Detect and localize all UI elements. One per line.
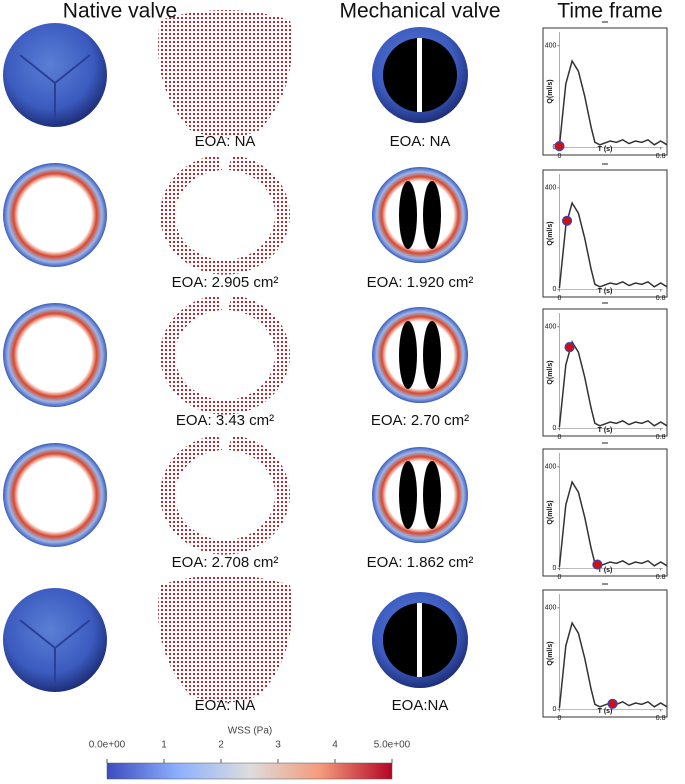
time-marker [607,698,618,709]
vector-field [159,295,290,415]
y-tick-label: 0 [553,286,557,293]
x-tick-label: 0.8 [656,434,666,441]
leaflet [423,461,441,529]
flow-curve [558,59,668,147]
y-tick-label: 400 [545,43,557,50]
eoa-label: EOA: 3.43 cm² [176,412,274,429]
eoa-label: EOA: 1.862 cm² [367,554,474,571]
valve-render [372,447,468,543]
valve-bar [417,38,422,112]
leaflet-line [19,54,91,120]
time-marker [554,141,565,152]
vector-field [158,575,292,703]
column-header: Time frame [557,0,662,23]
eoa-label: EOA: NA [195,133,256,150]
eoa-label: EOA:NA [392,697,449,714]
valve-render [3,23,107,127]
eoa-label: EOA: 2.70 cm² [371,412,469,429]
y-axis-label: Q(ml/s) [547,221,554,245]
time-marker [561,215,573,226]
y-axis-label: Q(ml/s) [547,360,554,384]
vector-field [158,10,292,138]
colorbar-tick-label: 4 [332,740,338,751]
y-tick-label: 0 [553,706,557,713]
valve-render [3,303,107,407]
x-tick-label: 0 [557,574,561,581]
y-axis-label: Q(ml/s) [547,79,554,103]
valve-render [3,163,107,267]
y-tick-label: 0 [553,144,557,151]
x-tick-label: 0.8 [656,574,666,581]
x-tick-label: 0.8 [656,715,666,722]
eoa-label: EOA: 1.920 cm² [367,274,474,291]
flow-curve [558,201,668,289]
x-axis-label: T (s) [598,427,613,434]
colorbar-tick-label: 2 [218,740,224,751]
x-tick-label: 0.8 [656,295,666,302]
flow-curve [558,340,668,428]
x-tick-label: 0 [557,153,561,160]
x-tick-label: 0.8 [656,153,666,160]
plot-frame [542,448,668,577]
y-tick-label: 400 [545,605,557,612]
leaflet [423,321,441,389]
valve-render [3,588,107,692]
eoa-label: EOA: NA [195,697,256,714]
plot-frame [542,589,668,718]
time-marker [564,342,575,353]
eoa-label: EOA: 2.905 cm² [172,274,279,291]
vector-field [159,435,290,555]
leaflet [399,461,417,529]
y-axis-label: Q(ml/s) [547,641,554,665]
y-tick-label: 400 [545,464,557,471]
vector-field [159,155,290,275]
y-axis-label: Q(ml/s) [547,500,554,524]
valve-render [372,167,468,263]
plot-frame [542,308,668,437]
leaflet [423,181,441,249]
x-tick-label: 0 [557,295,561,302]
eoa-label: EOA: NA [390,133,451,150]
x-axis-label: T (s) [598,146,613,153]
valve-render [3,443,107,547]
y-tick-label: 400 [545,185,557,192]
x-tick-label: 0 [557,715,561,722]
valve-bar [417,603,422,677]
column-header: Native valve [63,0,177,23]
leaflet [399,321,417,389]
flow-curve [558,480,668,568]
column-header: Mechanical valve [339,0,500,23]
time-marker [592,559,603,570]
eoa-label: EOA: 2.708 cm² [172,554,279,571]
leaflet-line [19,619,91,685]
plot-frame [542,27,668,156]
y-tick-label: 0 [553,565,557,572]
colorbar-tick-label: 3 [275,740,281,751]
x-axis-label: T (s) [598,567,613,574]
colorbar-tick-label: 1 [161,740,167,751]
colorbar [106,762,393,780]
colorbar-title: WSS (Pa) [228,726,272,737]
leaflet [399,181,417,249]
x-axis-label: T (s) [598,288,613,295]
colorbar-tick-label: 0.0e+00 [89,740,126,751]
y-tick-label: 0 [553,425,557,432]
valve-render [372,307,468,403]
x-axis-label: T (s) [598,708,613,715]
y-tick-label: 400 [545,324,557,331]
colorbar-tick-label: 5.0e+00 [374,740,411,751]
plot-frame [542,169,668,298]
x-tick-label: 0 [557,434,561,441]
